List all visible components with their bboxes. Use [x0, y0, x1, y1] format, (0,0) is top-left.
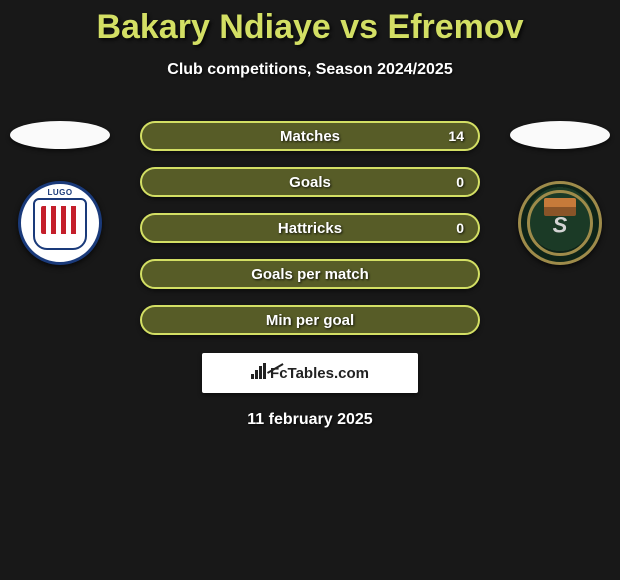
main-row: LUGO Matches 14 Goals 0 Hattricks 0 Goal…	[0, 121, 620, 335]
stat-bar: Matches 14	[140, 121, 480, 151]
stat-bar: Min per goal	[140, 305, 480, 335]
right-badge-label: S	[553, 213, 568, 239]
left-badge-label: LUGO	[47, 188, 72, 197]
stat-bar: Hattricks 0	[140, 213, 480, 243]
stat-label: Matches	[280, 128, 340, 145]
page-title: Bakary Ndiaye vs Efremov	[0, 0, 620, 47]
footer-brand-tag: FcTables.com	[202, 353, 418, 393]
stat-value: 14	[448, 128, 464, 144]
stat-label: Goals	[289, 174, 331, 191]
right-team-badge: S	[518, 181, 602, 265]
stat-value: 0	[456, 220, 464, 236]
stat-label: Hattricks	[278, 220, 342, 237]
stat-value: 0	[456, 174, 464, 190]
stat-bars: Matches 14 Goals 0 Hattricks 0 Goals per…	[110, 121, 510, 335]
left-team-badge: LUGO	[18, 181, 102, 265]
right-column: S	[510, 121, 610, 265]
date-text: 11 february 2025	[0, 411, 620, 429]
stat-label: Min per goal	[266, 312, 354, 329]
stat-label: Goals per match	[251, 266, 369, 283]
left-ellipse-shape	[10, 121, 110, 149]
subtitle: Club competitions, Season 2024/2025	[0, 61, 620, 79]
stat-bar: Goals 0	[140, 167, 480, 197]
bar-chart-icon	[251, 363, 266, 384]
footer-brand-text: FcTables.com	[270, 365, 369, 382]
stat-bar: Goals per match	[140, 259, 480, 289]
right-ellipse-shape	[510, 121, 610, 149]
left-column: LUGO	[10, 121, 110, 265]
